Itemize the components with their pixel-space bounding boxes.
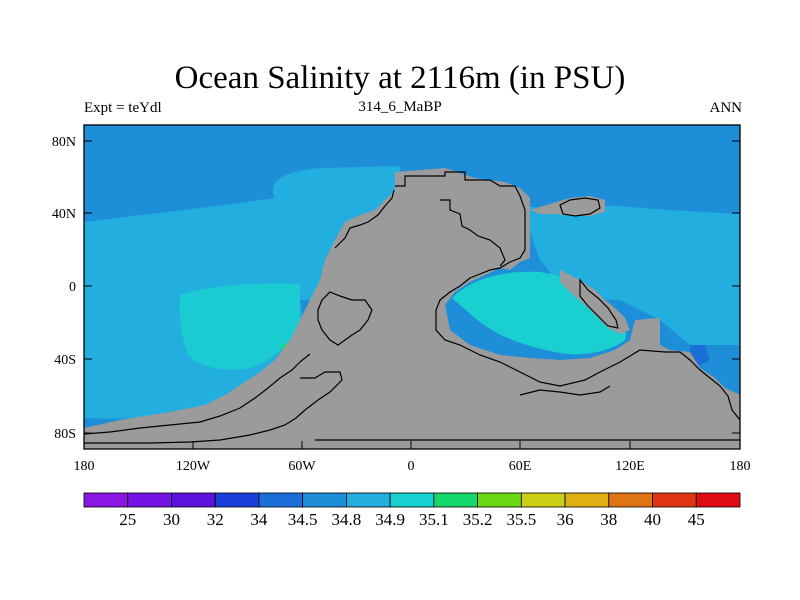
y-tick-label: 40S [54,353,76,368]
colorbar-cell [302,492,347,508]
colorbar-label: 35.5 [506,510,536,529]
colorbar-label: 34.8 [332,510,362,529]
colorbar-cell [83,492,129,508]
x-tick-label: 120E [615,459,645,474]
colorbar [83,492,741,508]
colorbar-label: 25 [119,510,136,529]
colorbar-cell [652,492,697,508]
colorbar-cell [564,492,610,508]
colorbar-cell [171,492,216,508]
y-tick-label: 0 [69,280,76,295]
colorbar-label: 38 [600,510,617,529]
ocean-cyan-region [179,283,300,370]
colorbar-cell [695,492,741,508]
colorbar-cell [214,492,260,508]
x-axis-labels: 180 120W 60W 0 60E 120E 180 [74,459,751,474]
colorbar-cell [520,492,566,508]
period-label: 314_6_MaBP [358,99,442,115]
colorbar-cell [127,492,172,508]
colorbar-label: 35.2 [463,510,493,529]
x-tick-label: 120W [176,459,211,474]
colorbar-label: 34.5 [288,510,318,529]
colorbar-label: 32 [207,510,224,529]
x-tick-label: 60E [509,459,532,474]
x-tick-label: 60W [288,459,316,474]
y-axis-labels: 80N 40N 0 40S 80S [52,135,76,442]
land-mass [84,168,740,449]
experiment-label: Expt = teYdl [84,100,162,116]
colorbar-cell [608,492,653,508]
colorbar-label: 45 [688,510,705,529]
colorbar-cell [433,492,478,508]
map-frame [83,124,741,450]
map-title: Ocean Salinity at 2116m (in PSU) [174,60,626,96]
map-field [84,125,740,449]
x-tick-label: 0 [408,459,415,474]
x-tick-label: 180 [730,459,751,474]
colorbar-label: 40 [644,510,661,529]
axis-ticks [83,140,741,449]
colorbar-label: 34 [250,510,268,529]
colorbar-label: 30 [163,510,180,529]
colorbar-cell [258,492,304,508]
colorbar-cell [389,492,435,508]
season-label: ANN [709,100,743,116]
y-tick-label: 80S [54,427,76,442]
x-tick-label: 180 [74,459,95,474]
coastline [84,171,740,444]
y-tick-label: 40N [52,207,76,222]
colorbar-cell [477,492,522,508]
colorbar-label: 34.9 [375,510,405,529]
colorbar-label: 36 [557,510,574,529]
colorbar-labels: 25 30 32 34 34.5 34.8 34.9 35.1 35.2 35.5 36 38 40 45 [119,510,705,529]
colorbar-label: 35.1 [419,510,449,529]
colorbar-cell [345,492,391,508]
y-tick-label: 80N [52,135,76,150]
